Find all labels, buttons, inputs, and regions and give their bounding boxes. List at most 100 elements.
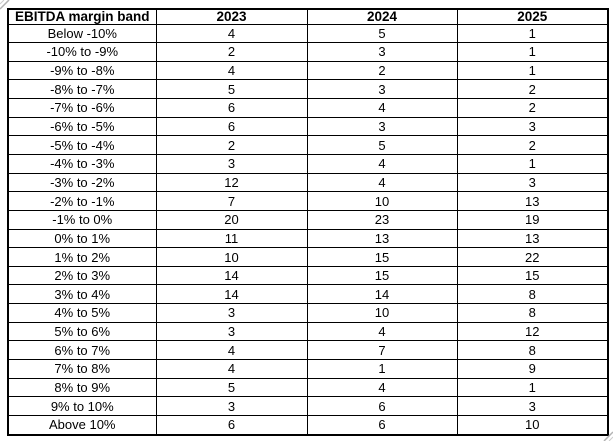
value-cell: 3 — [306, 42, 458, 62]
value-cell: 14 — [306, 284, 458, 305]
row-label-cell: Above 10% — [7, 414, 157, 436]
value-cell: 11 — [155, 228, 308, 249]
col-header-year: 2025 — [456, 8, 609, 25]
row-label-cell: 3% to 4% — [7, 284, 157, 305]
value-cell: 3 — [306, 79, 458, 100]
table-row: -9% to -8% 4 2 1 — [7, 60, 609, 81]
value-cell: 5 — [306, 135, 458, 155]
value-cell: 19 — [456, 209, 609, 230]
table-row: -10% to -9% 2 3 1 — [7, 42, 609, 62]
value-cell: 1 — [456, 23, 609, 44]
row-label-cell: 5% to 6% — [7, 321, 157, 342]
table-row: 7% to 8% 4 1 9 — [7, 359, 609, 379]
table-row: 2% to 3% 14 15 15 — [7, 265, 609, 286]
ebitda-margin-band-table: EBITDA margin band 2023 2024 2025 Below -10… — [7, 8, 609, 436]
value-cell: 6 — [155, 98, 308, 118]
value-cell: 4 — [306, 321, 458, 342]
row-label-cell: -7% to -6% — [7, 98, 157, 118]
row-label-cell: 8% to 9% — [7, 377, 157, 398]
value-cell: 3 — [456, 116, 609, 137]
value-cell: 5 — [306, 23, 458, 44]
table-row: -1% to 0% 20 23 19 — [7, 209, 609, 230]
value-cell: 10 — [155, 247, 308, 267]
value-cell: 2 — [155, 42, 308, 62]
value-cell: 10 — [456, 414, 609, 436]
value-cell: 23 — [306, 209, 458, 230]
value-cell: 8 — [456, 284, 609, 305]
value-cell: 13 — [456, 191, 609, 211]
value-cell: 5 — [155, 377, 308, 398]
table-row: -8% to -7% 5 3 2 — [7, 79, 609, 100]
value-cell: 1 — [456, 153, 609, 174]
value-cell: 2 — [306, 60, 458, 81]
row-label-cell: -2% to -1% — [7, 191, 157, 211]
row-label-cell: 2% to 3% — [7, 265, 157, 286]
table-row: 9% to 10% 3 6 3 — [7, 396, 609, 416]
value-cell: 7 — [306, 340, 458, 361]
value-cell: 8 — [456, 340, 609, 361]
row-label-cell: -8% to -7% — [7, 79, 157, 100]
table-row: 0% to 1% 11 13 13 — [7, 228, 609, 249]
value-cell: 14 — [155, 284, 308, 305]
value-cell: 2 — [456, 79, 609, 100]
value-cell: 2 — [456, 98, 609, 118]
value-cell: 3 — [155, 321, 308, 342]
value-cell: 4 — [155, 359, 308, 379]
value-cell: 2 — [456, 135, 609, 155]
table-row: 4% to 5% 3 10 8 — [7, 303, 609, 323]
value-cell: 12 — [155, 172, 308, 193]
value-cell: 1 — [456, 377, 609, 398]
value-cell: 4 — [306, 98, 458, 118]
value-cell: 15 — [306, 247, 458, 267]
value-cell: 4 — [155, 23, 308, 44]
value-cell: 1 — [456, 60, 609, 81]
value-cell: 14 — [155, 265, 308, 286]
table-row: -3% to -2% 12 4 3 — [7, 172, 609, 193]
table-row: -7% to -6% 6 4 2 — [7, 98, 609, 118]
value-cell: 15 — [456, 265, 609, 286]
row-label-cell: -10% to -9% — [7, 42, 157, 62]
table-row: Below -10% 4 5 1 — [7, 23, 609, 44]
value-cell: 6 — [306, 414, 458, 436]
row-label-cell: 4% to 5% — [7, 303, 157, 323]
value-cell: 3 — [155, 303, 308, 323]
table-body: Below -10% 4 5 1 -10% to -9% 2 3 1 -9% to -8% 4 2 1… — [7, 23, 609, 436]
table-row: 5% to 6% 3 4 12 — [7, 321, 609, 342]
col-header-year: 2024 — [306, 8, 458, 25]
value-cell: 3 — [306, 116, 458, 137]
value-cell: 3 — [155, 153, 308, 174]
value-cell: 2 — [155, 135, 308, 155]
row-label-cell: -5% to -4% — [7, 135, 157, 155]
row-label-cell: -6% to -5% — [7, 116, 157, 137]
value-cell: 13 — [306, 228, 458, 249]
value-cell: 1 — [306, 359, 458, 379]
value-cell: 22 — [456, 247, 609, 267]
value-cell: 12 — [456, 321, 609, 342]
value-cell: 13 — [456, 228, 609, 249]
col-header-year: 2023 — [155, 8, 308, 25]
value-cell: 10 — [306, 303, 458, 323]
row-label-cell: 7% to 8% — [7, 359, 157, 379]
row-label-cell: -1% to 0% — [7, 209, 157, 230]
value-cell: 9 — [456, 359, 609, 379]
value-cell: 4 — [155, 340, 308, 361]
row-label-cell: -9% to -8% — [7, 60, 157, 81]
value-cell: 6 — [306, 396, 458, 416]
value-cell: 4 — [306, 377, 458, 398]
table-row: 6% to 7% 4 7 8 — [7, 340, 609, 361]
row-label-cell: 6% to 7% — [7, 340, 157, 361]
row-label-cell: 9% to 10% — [7, 396, 157, 416]
row-label-cell: 1% to 2% — [7, 247, 157, 267]
value-cell: 6 — [155, 414, 308, 436]
table-row: -6% to -5% 6 3 3 — [7, 116, 609, 137]
row-label-cell: -3% to -2% — [7, 172, 157, 193]
table-row: 1% to 2% 10 15 22 — [7, 247, 609, 267]
value-cell: 20 — [155, 209, 308, 230]
table-row: 8% to 9% 5 4 1 — [7, 377, 609, 398]
value-cell: 4 — [306, 153, 458, 174]
row-label-cell: -4% to -3% — [7, 153, 157, 174]
table-row: Above 10% 6 6 10 — [7, 414, 609, 436]
value-cell: 5 — [155, 79, 308, 100]
value-cell: 4 — [155, 60, 308, 81]
row-label-cell: 0% to 1% — [7, 228, 157, 249]
